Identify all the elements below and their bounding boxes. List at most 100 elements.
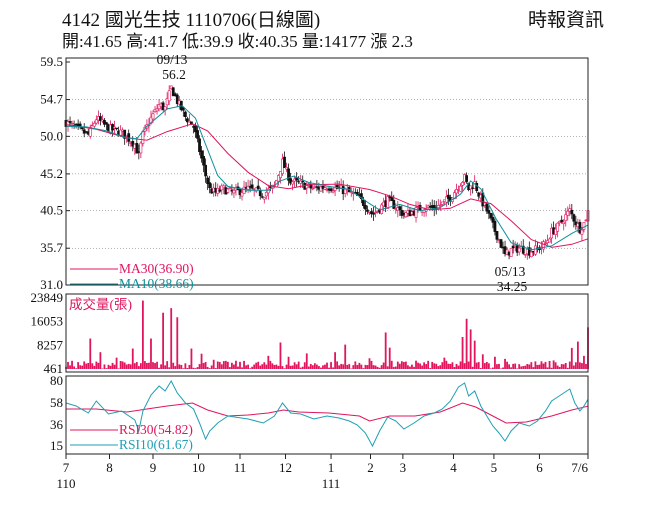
volume-bar (392, 366, 395, 369)
candle (183, 110, 187, 121)
candle (493, 218, 497, 236)
candle (311, 184, 315, 191)
volume-bar (245, 365, 247, 369)
volume-bar (267, 355, 270, 369)
volume-bar (344, 344, 347, 369)
volume-bar (376, 366, 379, 369)
volume-bar (75, 368, 78, 369)
volume-bar (259, 365, 262, 369)
candle (218, 185, 222, 193)
volume-bar (540, 361, 543, 369)
volume-bar (251, 366, 254, 369)
volume-bar (89, 338, 92, 369)
candle (169, 85, 173, 90)
month-label: 7 (63, 460, 70, 475)
volume-bar (579, 362, 581, 369)
candle (220, 183, 224, 195)
volume-bar (356, 365, 359, 369)
candle (285, 162, 288, 173)
candle (489, 212, 493, 221)
volume-bar (530, 362, 533, 369)
volume-bar (374, 365, 377, 369)
ma10-line (65, 105, 589, 251)
candle (88, 124, 92, 139)
candle (155, 104, 159, 115)
volume-bar (564, 363, 567, 369)
volume-bar (516, 368, 519, 369)
volume-bar (550, 367, 553, 369)
volume-bar (419, 363, 421, 369)
chart-title: 4142 國光生技 1110706(日線圖) (62, 10, 321, 31)
volume-bar (508, 364, 510, 369)
volume-bar (532, 367, 535, 369)
volume-bar (241, 367, 243, 369)
volume-bar (459, 361, 462, 369)
candle (171, 87, 175, 97)
volume-bar (293, 362, 296, 369)
price-tick-label: 31.0 (40, 277, 63, 292)
candle (523, 254, 527, 258)
volume-bar (139, 363, 142, 369)
volume-bar (524, 365, 527, 369)
volume-bar (237, 366, 239, 369)
candle (319, 185, 323, 192)
volume-bar (299, 367, 302, 369)
volume-bar (469, 329, 472, 369)
volume-bar (542, 363, 545, 369)
candle (264, 187, 268, 200)
volume-bar (186, 368, 189, 369)
volume-bar (386, 366, 389, 369)
rsi30-legend-label: RSI30(54.82) (119, 422, 193, 437)
volume-bar (198, 364, 201, 369)
volume-label: 成交量(張) (69, 296, 132, 312)
volume-bar (366, 365, 369, 369)
candle (139, 141, 143, 159)
volume-bar (534, 361, 537, 369)
ma30-legend-label: MA30(36.90) (119, 261, 194, 276)
volume-bar (510, 367, 513, 369)
source-label: 時報資訊 (528, 10, 605, 31)
candle (113, 120, 116, 135)
low-value-label: 34.25 (497, 279, 528, 294)
volume-bar (477, 362, 480, 369)
volume-bar (558, 366, 561, 369)
volume-bar (465, 318, 468, 369)
volume-bar (552, 360, 555, 369)
candle (453, 189, 456, 200)
volume-bar (574, 362, 577, 369)
volume-bar (71, 360, 73, 369)
volume-tick-label: 23849 (31, 290, 64, 305)
year-label: 110 (56, 476, 75, 491)
volume-bar (326, 362, 328, 369)
volume-bar (125, 364, 128, 369)
volume-bar (518, 364, 521, 369)
volume-bar (107, 364, 110, 369)
month-label: 3 (400, 460, 407, 475)
volume-bar (257, 361, 260, 369)
volume-bar (378, 367, 381, 369)
month-label: 7/6 (571, 460, 588, 475)
volume-bar (496, 364, 498, 369)
volume-bar (441, 362, 444, 369)
volume-bar (103, 364, 106, 369)
candle (226, 187, 230, 194)
month-label: 4 (450, 460, 457, 475)
volume-bar (492, 367, 494, 369)
volume-bar (115, 357, 118, 369)
volume-bar (463, 363, 466, 369)
volume-bar (135, 362, 138, 369)
volume-bar (338, 365, 341, 369)
volume-bar (97, 362, 100, 369)
candle (556, 222, 560, 238)
volume-bar (170, 308, 173, 369)
volume-bar (526, 364, 529, 369)
candle (359, 189, 363, 204)
volume-bar (449, 363, 452, 369)
volume-bar (303, 362, 306, 369)
candle (277, 174, 280, 186)
chart-labels: 59.554.750.045.240.535.731.0238491605382… (31, 52, 589, 491)
volume-bar (405, 361, 407, 369)
volume-bar (283, 368, 286, 369)
volume-bar (447, 363, 450, 369)
quote-line: 開:41.65 高:41.7 低:39.9 收:40.35 量:14177 漲 … (62, 32, 413, 51)
